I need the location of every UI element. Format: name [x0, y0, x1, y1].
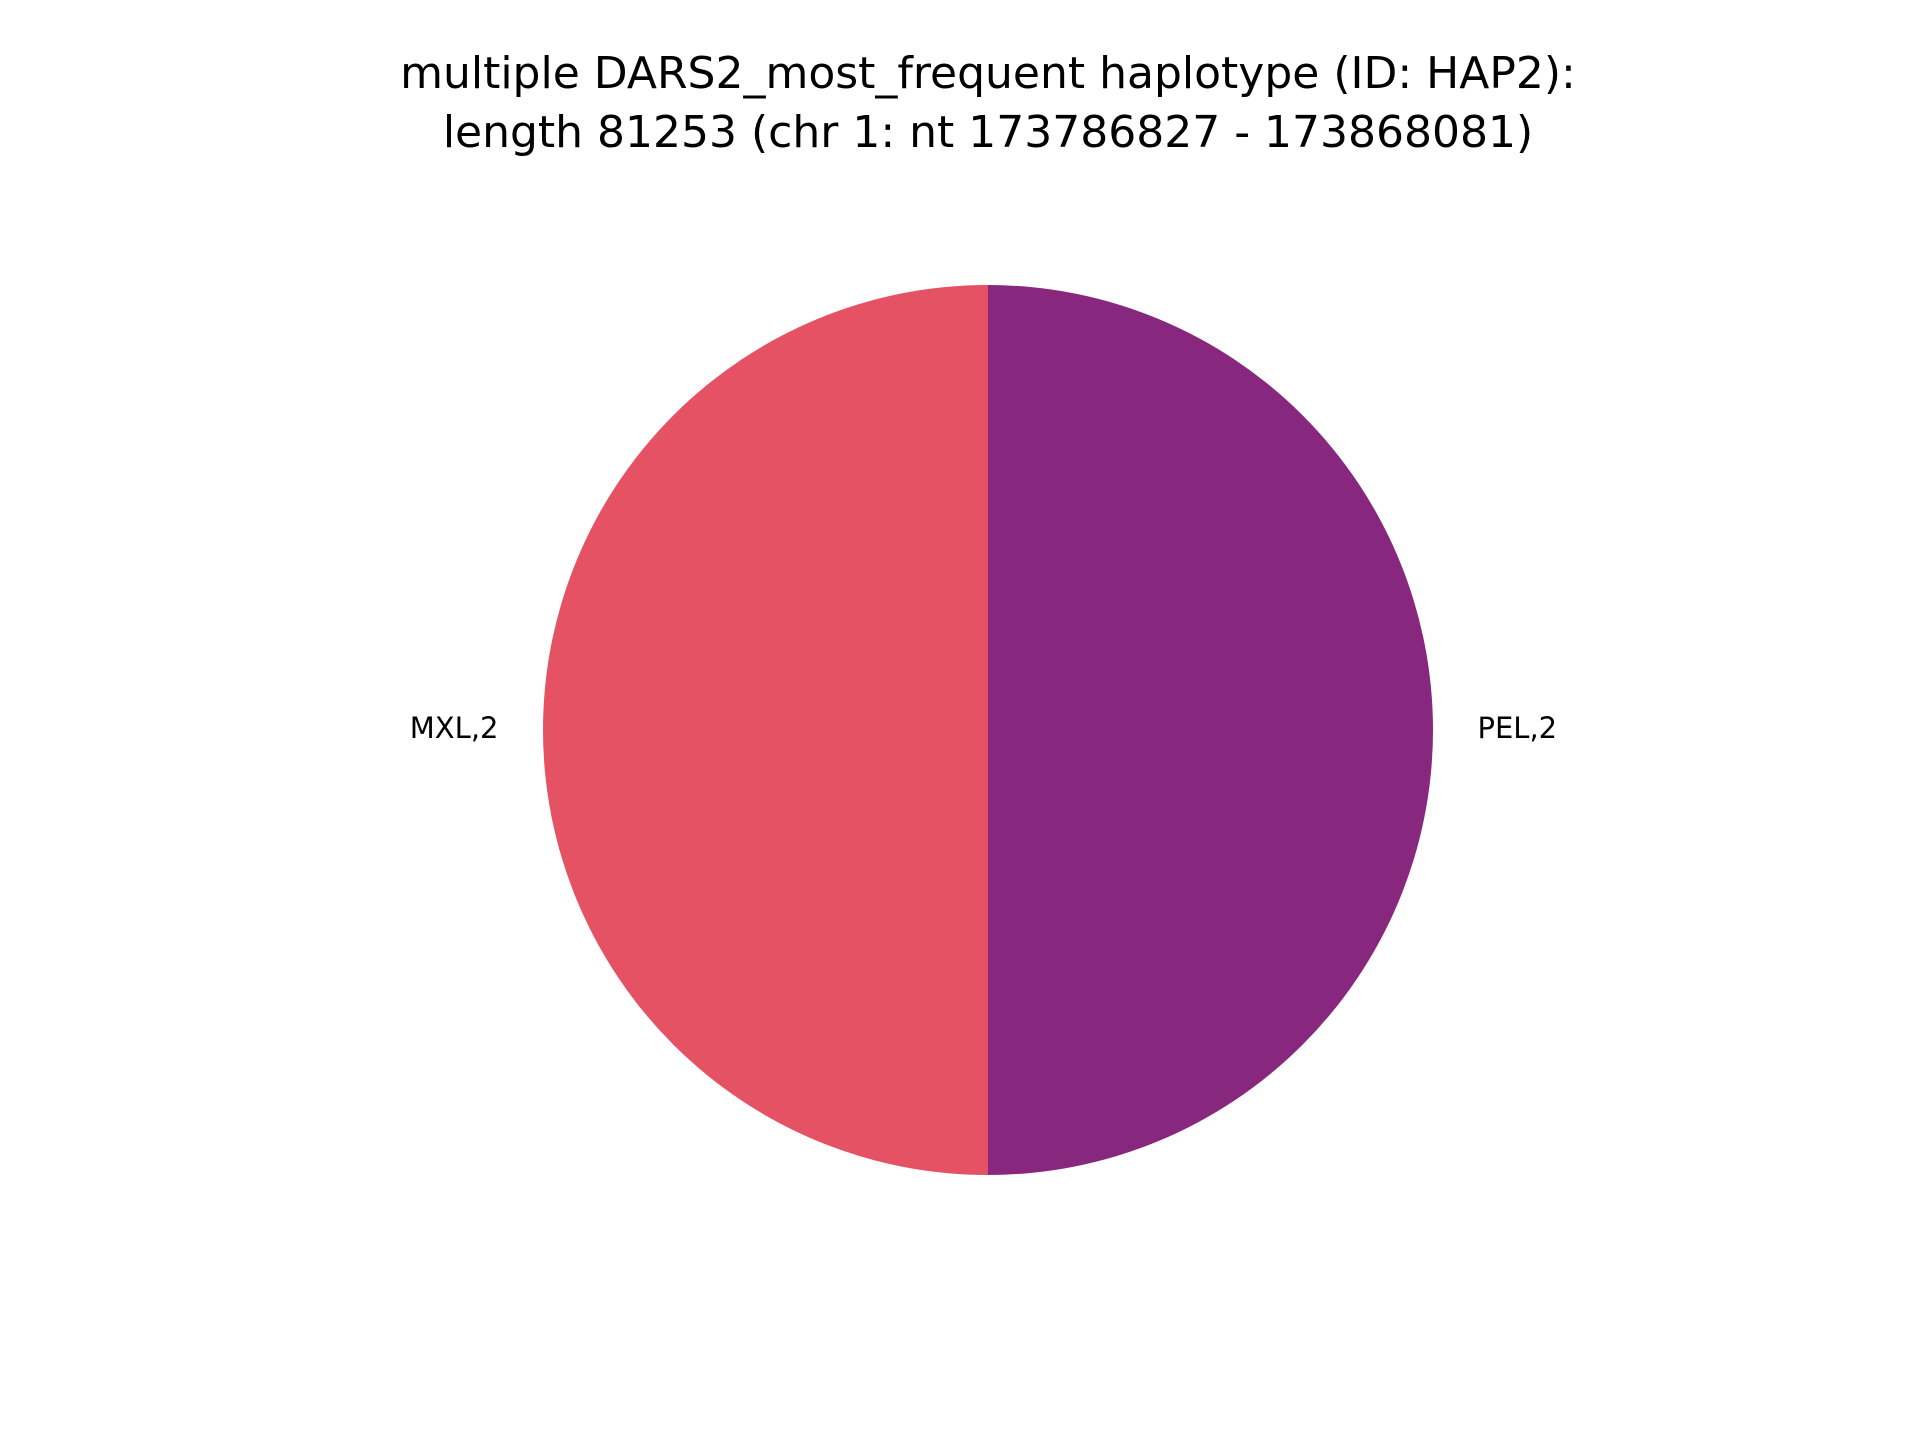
chart-title-line-2: length 81253 (chr 1: nt 173786827 - 1738…: [443, 107, 1533, 158]
pie-slice-pel-2: [988, 285, 1433, 1175]
pie-labels: MXL,2 PEL,2: [410, 711, 1557, 745]
pie-slice-mxl-2: [543, 285, 988, 1175]
pie-slices: [543, 285, 1433, 1175]
pie-slice-label: MXL,2: [410, 711, 499, 745]
chart-title-line-1: multiple DARS2_most_frequent haplotype (…: [400, 48, 1576, 99]
pie-slice-label: PEL,2: [1478, 711, 1558, 745]
